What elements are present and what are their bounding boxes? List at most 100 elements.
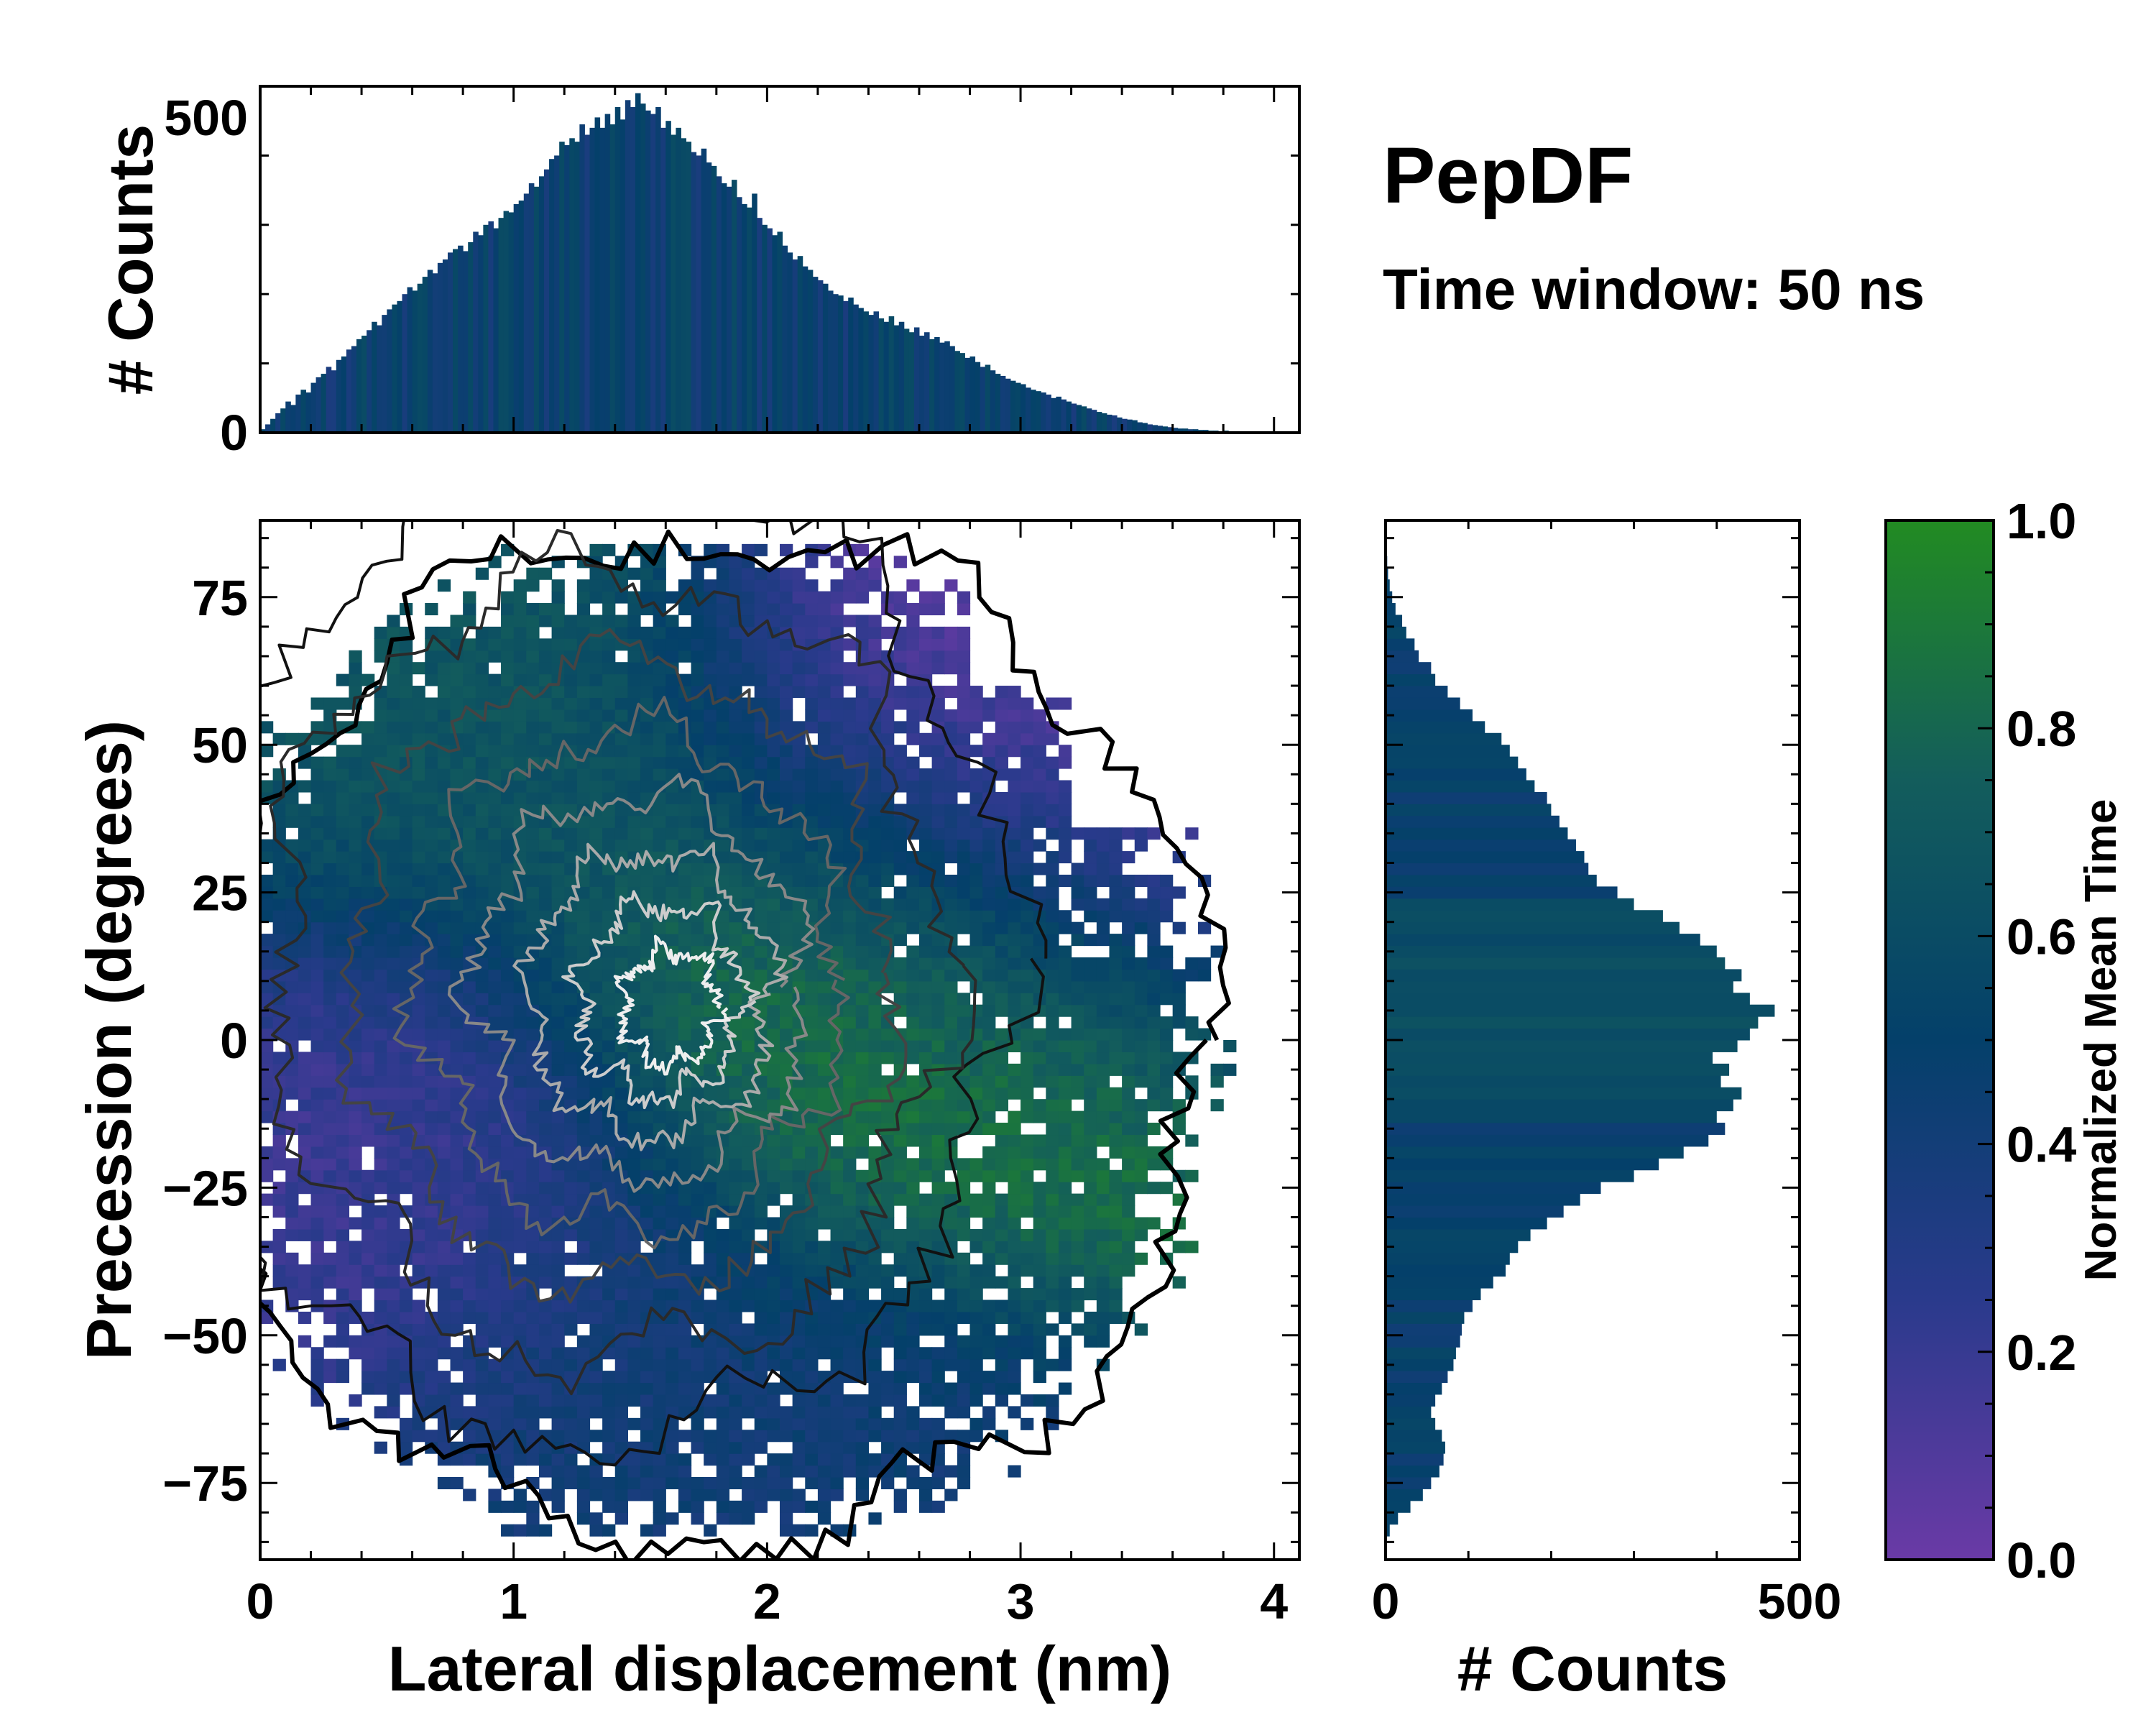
heatmap-cell [792,1489,806,1501]
heatmap-cell [653,827,666,840]
heatmap-cell [361,1347,375,1360]
heatmap-cell [969,1075,983,1088]
heatmap-cell [1172,1099,1186,1112]
heatmap-cell [551,1016,565,1029]
heatmap-cell [450,1028,464,1041]
top-histogram-bar [903,328,910,433]
heatmap-cell [1008,1358,1021,1371]
heatmap-cell [918,1371,933,1384]
top-histogram-bar [777,231,783,433]
heatmap-cell [589,874,603,887]
heatmap-cell [881,780,895,793]
heatmap-cell [387,804,400,816]
heatmap-cell [906,1241,920,1254]
heatmap-cell [526,1382,540,1395]
heatmap-cell [374,1228,387,1241]
heatmap-cell [678,1169,692,1182]
heatmap-cell [843,1075,857,1088]
heatmap-cell [944,756,958,769]
heatmap-cell [918,1489,933,1501]
heatmap-cell [513,673,527,686]
heatmap-cell [792,969,806,982]
heatmap-cell [336,839,350,852]
heatmap-cell [1084,1123,1097,1136]
heatmap-cell [704,1453,717,1466]
heatmap-cell [450,1040,464,1053]
heatmap-cell [589,1524,603,1537]
heatmap-cell [716,839,730,852]
heatmap-cell [1122,1217,1135,1230]
heatmap-cell [969,1335,983,1348]
heatmap-cell [450,921,464,934]
heatmap-cell [513,1016,527,1029]
heatmap-cell [349,791,362,804]
heatmap-cell [1096,1241,1110,1254]
heatmap-cell [918,804,933,816]
heatmap-cell [450,1311,464,1324]
heatmap-cell [830,1146,844,1159]
heatmap-cell [1134,969,1148,982]
heatmap-cell [982,1110,996,1123]
heatmap-cell [1122,1040,1135,1053]
heatmap-cell [1058,1205,1072,1218]
heatmap-cell [969,1193,983,1206]
heatmap-cell [780,615,793,627]
heatmap-cell [1109,1040,1123,1053]
heatmap-cell [780,862,793,875]
heatmap-cell [843,638,857,651]
heatmap-cell [805,980,819,993]
heatmap-cell [742,567,755,580]
heatmap-cell [501,993,515,1006]
heatmap-cell [792,804,806,816]
heatmap-cell [310,945,324,958]
heatmap-cell [387,874,400,887]
heatmap-cell [1109,993,1123,1006]
heatmap-cell [361,980,375,993]
heatmap-cell [780,1264,793,1277]
heatmap-cell [310,1217,324,1230]
heatmap-cell [272,732,286,745]
heatmap-cell [513,1500,527,1513]
heatmap-cell [589,579,603,592]
heatmap-cell [906,980,920,993]
top-histogram-bar [569,138,575,433]
heatmap-cell [349,1347,362,1360]
heatmap-cell [361,874,375,887]
heatmap-cell [488,1417,502,1430]
heatmap-cell [501,1453,515,1466]
heatmap-cell [589,1335,603,1348]
heatmap-cell [640,579,654,592]
heatmap-cell [425,815,438,828]
heatmap-cell [387,1016,400,1029]
heatmap-cell [501,1524,515,1537]
heatmap-cell [602,921,616,934]
heatmap-cell [488,1110,502,1123]
heatmap-cell [665,1252,679,1265]
heatmap-cell [488,745,502,758]
heatmap-cell [298,1146,312,1159]
heatmap-cell [1046,1110,1059,1123]
heatmap-cell [361,1382,375,1395]
heatmap-cell [653,1371,666,1384]
heatmap-cell [285,1169,299,1182]
heatmap-cell [374,721,387,734]
heatmap-cell [501,626,515,639]
heatmap-cell [614,934,628,947]
heatmap-cell [969,1063,983,1076]
heatmap-cell [576,1500,591,1513]
heatmap-cell [272,874,286,887]
heatmap-cell [704,1441,717,1454]
heatmap-cell [716,1406,730,1419]
heatmap-cell [906,780,920,793]
heatmap-cell [729,709,742,722]
heatmap-cell [627,745,641,758]
heatmap-cell [1096,1158,1110,1171]
top-histogram-bar [949,346,955,433]
heatmap-cell [969,1241,983,1254]
heatmap-cell [361,1252,375,1265]
heatmap-cell [944,1288,958,1301]
heatmap-cell [893,980,907,993]
heatmap-cell [1096,969,1110,982]
heatmap-cell [742,1476,755,1490]
heatmap-cell [830,662,844,675]
